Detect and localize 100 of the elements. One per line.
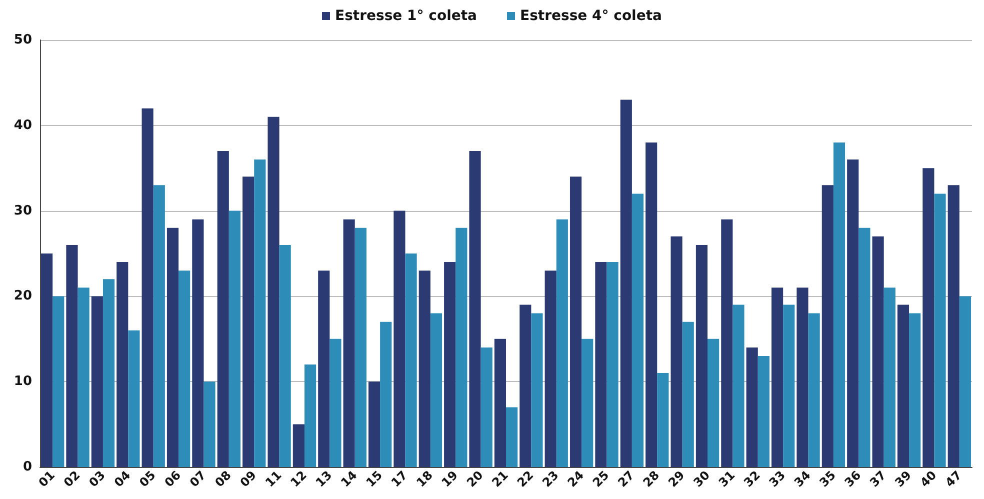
- bar: [52, 296, 64, 467]
- bar: [91, 296, 103, 467]
- bar: [531, 313, 543, 467]
- bar: [732, 304, 744, 467]
- x-tick-label: 35: [816, 468, 838, 490]
- x-tick-label: 19: [438, 468, 461, 490]
- x-tick-label: 02: [61, 468, 83, 490]
- x-tick-label: 34: [792, 468, 814, 490]
- bar: [166, 228, 179, 467]
- bar: [343, 219, 355, 467]
- x-tick-label: 27: [615, 468, 637, 490]
- y-tick-label: 50: [14, 32, 32, 48]
- x-tick-label: 31: [716, 468, 738, 490]
- bar: [796, 288, 808, 467]
- x-tick-label: 17: [388, 468, 410, 490]
- x-tick-label: 33: [766, 468, 788, 490]
- x-tick-label: 12: [288, 468, 310, 490]
- bar: [721, 219, 733, 467]
- x-tick-label: 11: [262, 468, 284, 490]
- bar: [758, 356, 770, 467]
- bar: [646, 142, 658, 467]
- x-tick-label: 47: [942, 468, 964, 490]
- legend-label: Estresse 4° coleta: [520, 8, 662, 24]
- x-tick-label: 23: [540, 468, 562, 490]
- x-tick-label: 25: [590, 468, 612, 490]
- bar: [430, 313, 442, 467]
- bar: [66, 244, 78, 467]
- x-tick-label: 03: [86, 468, 108, 490]
- bar: [279, 244, 291, 467]
- y-tick-label: 30: [14, 203, 32, 218]
- x-tick-label: 22: [514, 468, 536, 490]
- bar: [682, 322, 694, 467]
- bar: [128, 330, 140, 467]
- bar: [204, 382, 216, 467]
- bar: [847, 160, 859, 467]
- x-tick-label: 29: [666, 468, 688, 490]
- x-tick-label: 20: [464, 468, 486, 490]
- x-tick-label: 01: [36, 468, 58, 490]
- bar: [330, 338, 342, 467]
- x-tick-label: 39: [892, 468, 914, 490]
- x-tick-label: 08: [212, 468, 234, 490]
- x-tick-label: 36: [842, 468, 864, 490]
- x-tick-label: 09: [237, 468, 260, 490]
- bar: [292, 424, 304, 467]
- bar: [41, 254, 53, 467]
- x-tick-label: 37: [867, 468, 889, 490]
- bar: [480, 347, 492, 467]
- bar: [771, 288, 784, 467]
- bar: [948, 185, 960, 467]
- bar: [318, 270, 330, 467]
- legend-label: Estresse 1° coleta: [335, 8, 478, 24]
- bar: [708, 338, 720, 467]
- bar: [153, 185, 165, 467]
- bar: [456, 228, 468, 467]
- bar: [405, 254, 417, 467]
- bar: [268, 116, 280, 467]
- x-tick-label: 18: [414, 468, 436, 490]
- bar: [922, 168, 934, 467]
- bar: [606, 262, 618, 467]
- x-tick-label: 13: [312, 468, 335, 490]
- bar: [469, 151, 481, 467]
- bar: [192, 219, 204, 467]
- x-tick-label: 15: [363, 468, 386, 490]
- x-tick-label: 21: [489, 468, 511, 490]
- bar: [959, 296, 971, 467]
- bar: [78, 288, 90, 467]
- x-tick-label: 05: [136, 468, 158, 490]
- y-tick-label: 40: [14, 118, 32, 133]
- bar: [444, 262, 456, 467]
- bar: [116, 262, 128, 467]
- bar: [228, 210, 241, 467]
- bar: [670, 236, 682, 467]
- bar: [142, 108, 154, 467]
- bar: [582, 338, 594, 467]
- bar: [746, 347, 758, 467]
- bar: [897, 304, 910, 467]
- x-tick-label: 06: [162, 468, 184, 490]
- bar: [544, 270, 556, 467]
- x-tick-label: 28: [640, 468, 662, 490]
- y-tick-label: 10: [14, 374, 32, 390]
- bar: [783, 304, 795, 467]
- bar: [822, 185, 834, 467]
- bar: [354, 228, 366, 467]
- bar: [380, 322, 392, 467]
- bar: [872, 236, 884, 467]
- x-tick-label: 40: [917, 468, 940, 490]
- bar: [808, 313, 820, 467]
- bar: [570, 176, 582, 467]
- bar: [304, 364, 316, 467]
- bar: [934, 194, 946, 467]
- bar: [418, 270, 430, 467]
- bar: [696, 244, 708, 467]
- bar: [242, 176, 254, 467]
- bar: [217, 151, 229, 467]
- x-tick-label: 30: [690, 468, 712, 490]
- bar: [833, 142, 846, 467]
- bar: [556, 219, 568, 467]
- bar: [909, 313, 921, 467]
- x-tick-label: 24: [564, 468, 587, 490]
- bar: [520, 304, 532, 467]
